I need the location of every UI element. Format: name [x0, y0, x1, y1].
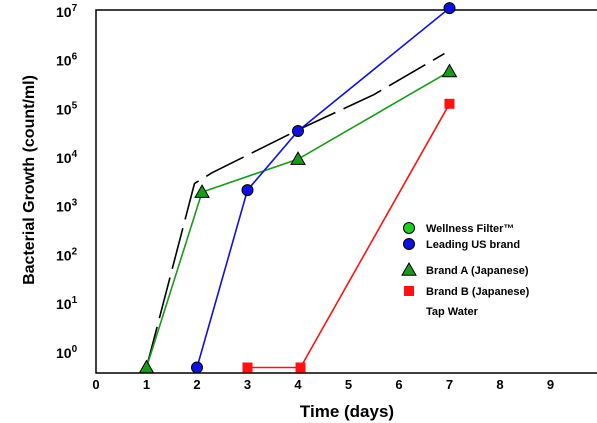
- leading-us-brand-point: [443, 2, 456, 15]
- brand-a-japanese-line: [145, 70, 450, 368]
- x-tick-labels: 0 1 2 3 4 5 6 7 8 9: [92, 377, 554, 392]
- legend-label-wellness-filter: Wellness Filter™: [426, 223, 514, 235]
- series-tap-water: [145, 52, 445, 368]
- y-tick-label: 105: [56, 100, 78, 117]
- y-tick-label: 100: [56, 344, 78, 361]
- legend-marker-brand-a-japanese: [401, 261, 417, 276]
- leading-us-brand-point: [241, 184, 254, 197]
- x-tick-label: 5: [345, 377, 352, 392]
- y-tick-labels: 100 101 102 103 104 105 106 107: [56, 3, 78, 361]
- brand-b-japanese-point: [444, 98, 455, 109]
- y-tick-label: 102: [56, 246, 78, 263]
- brand-b-japanese-point: [242, 362, 253, 373]
- leading-us-brand-point: [191, 361, 203, 374]
- brand-b-japanese-point: [295, 362, 306, 373]
- x-tick-label: 1: [143, 377, 150, 392]
- legend-item-leading-us-brand: Leading US brand: [403, 238, 520, 251]
- brand-a-japanese-point: [138, 359, 155, 374]
- x-tick-label: 8: [496, 377, 503, 392]
- x-tick-label: 0: [92, 377, 99, 392]
- y-tick-label: 104: [56, 149, 78, 166]
- legend-marker-wellness-filter: [403, 222, 415, 234]
- series-layer: [138, 2, 458, 374]
- legend-label-brand-b-japanese: Brand B (Japanese): [426, 286, 530, 298]
- legend-item-brand-b-japanese: Brand B (Japanese): [404, 286, 530, 298]
- series-brand-b-japanese: [242, 98, 455, 373]
- tap-water-line: [145, 52, 445, 368]
- x-tick-label: 6: [395, 377, 402, 392]
- brand-a-japanese-point: [194, 184, 210, 198]
- legend-item-tap-water: Tap Water: [426, 306, 479, 318]
- x-tick-label: 7: [446, 377, 453, 392]
- y-axis-title: Bacterial Growth (count/ml): [21, 75, 38, 285]
- legend: Wellness Filter™ Leading US brand Brand A …: [401, 222, 530, 318]
- y-tick-label: 103: [56, 198, 78, 215]
- y-tick-label: 107: [56, 3, 78, 20]
- plot-area: [95, 9, 597, 374]
- series-brand-a-japanese: [138, 63, 458, 374]
- legend-label-tap-water: Tap Water: [426, 306, 479, 318]
- legend-label-leading-us-brand: Leading US brand: [426, 239, 520, 251]
- series-leading-us-brand: [191, 2, 456, 374]
- legend-marker-leading-us-brand: [403, 238, 415, 250]
- leading-us-brand-line: [196, 7, 451, 368]
- legend-marker-brand-b-japanese: [404, 286, 414, 296]
- x-tick-label: 4: [294, 377, 302, 392]
- brand-a-japanese-point: [290, 151, 306, 165]
- y-tick-label: 106: [56, 52, 78, 69]
- x-tick-label: 3: [244, 377, 251, 392]
- x-axis-title: Time (days): [300, 402, 394, 421]
- y-tick-label: 101: [56, 295, 78, 312]
- brand-a-japanese-point: [441, 63, 458, 78]
- legend-item-brand-a-japanese: Brand A (Japanese): [401, 261, 529, 277]
- legend-item-wellness-filter: Wellness Filter™: [403, 222, 514, 235]
- x-tick-label: 2: [193, 377, 200, 392]
- legend-label-brand-a-japanese: Brand A (Japanese): [426, 265, 529, 277]
- leading-us-brand-point: [292, 124, 304, 137]
- x-tick-label: 9: [547, 377, 554, 392]
